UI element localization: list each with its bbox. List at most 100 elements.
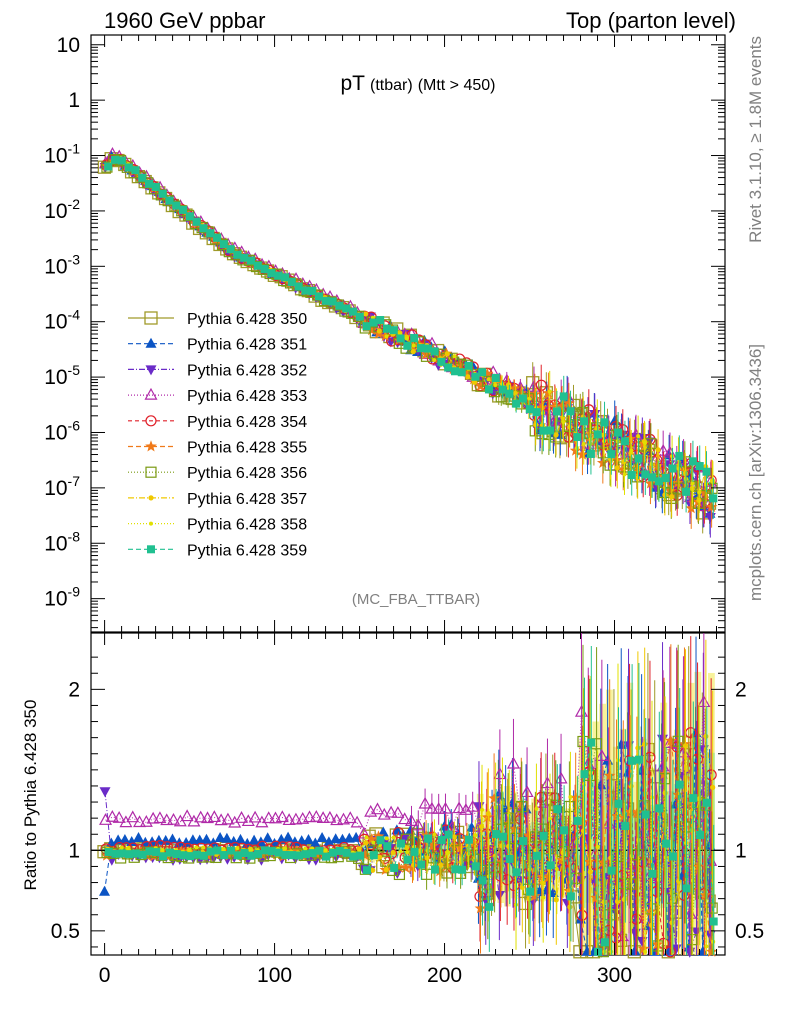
ratio-point [214,813,228,826]
ratio-series-line [108,742,715,954]
main-point [104,162,113,171]
ratio-point [342,848,351,857]
main-point [498,385,507,394]
ratio-point [380,855,392,867]
plot-title-sub2: (Mtt > 450) [418,77,496,94]
ratio-point [458,865,467,874]
ratio-y-tick-label-left: 2 [68,678,80,701]
y-tick-label: 10 [57,34,80,57]
ratio-point [315,846,324,855]
ratio-point [365,833,378,845]
header-right: Top (parton level) [566,8,736,33]
ratio-point [587,869,593,875]
ratio-point [257,849,269,861]
ratio-point [656,877,661,882]
ratio-point [488,792,500,804]
y-tick-label: 10-8 [44,528,80,555]
main-point [450,367,459,376]
main-point [362,322,371,331]
legend-item-358: Pythia 6.428 358 [128,517,307,534]
plot-title-sub1: (ttbar) [370,77,413,94]
ratio-point [377,826,389,837]
legend-item-356: Pythia 6.428 356 [128,465,307,482]
ratio-point [126,810,140,823]
main-point [464,361,473,370]
ratio-point [260,846,269,855]
ratio-y-tick-label-left: 0.5 [51,920,80,943]
ratio-point [391,824,403,835]
ratio-point [291,844,303,856]
main-point [655,447,661,453]
ratio-point [160,813,174,826]
ratio-point [221,812,235,825]
ratio-point [248,834,260,845]
ratio-point [393,861,405,873]
main-point [165,196,174,205]
ratio-point [636,837,641,842]
ratio-point [452,801,466,814]
main-point [505,389,514,398]
ratio-point [248,810,262,823]
legend-marker [144,311,158,325]
ratio-y-tick-label-right: 1 [735,839,747,862]
ratio-point [391,835,396,840]
ratio-point [214,832,226,843]
main-point [641,470,650,479]
ratio-point [634,755,643,764]
legend-label: Pythia 6.428 358 [187,517,307,534]
ratio-point [522,829,534,841]
ratio-point [603,769,616,781]
main-point [559,392,568,401]
ratio-point [207,810,221,823]
main-point [581,442,586,447]
y-tick-label: 10-5 [44,362,80,389]
ratio-point [391,806,405,818]
series-line [107,157,714,494]
ratio-point [179,851,188,860]
main-point [226,245,235,254]
main-point [240,253,249,262]
ratio-point [682,884,691,893]
y-tick-label: 10-6 [44,417,80,444]
legend: Pythia 6.428 350 Pythia 6.428 351 Pythia 6… [128,311,307,559]
ratio-point [330,813,344,826]
header-left: 1960 GeV ppbar [104,8,265,33]
main-point [260,265,269,274]
main-point [233,250,242,259]
ratio-point [248,848,253,853]
ratio-point [359,849,371,861]
ratio-point [289,812,303,825]
main-point [704,513,716,524]
ratio-point [194,845,199,850]
legend-label: Pythia 6.428 353 [187,388,307,405]
ratio-point [362,866,371,875]
analysis-tag: (MC_FBA_TTBAR) [352,591,480,608]
ratio-series-line [105,702,712,937]
ratio-point [709,917,718,926]
ratio-point [146,811,160,824]
main-point [549,400,562,412]
legend-label: Pythia 6.428 355 [187,440,307,457]
ratio-point [187,814,201,827]
main-point [528,388,541,400]
ratio-point [167,812,181,825]
main-point [702,467,711,476]
main-point [382,324,391,333]
ratio-point [370,802,385,815]
main-point [369,318,378,327]
y-tick-label: 10-9 [44,584,80,611]
legend-item-354: Pythia 6.428 354 [128,414,307,431]
ratio-point [160,847,165,852]
ratio-point [323,810,337,823]
ratio-point [405,850,410,855]
ratio-point [201,811,215,824]
legend-marker [145,440,157,452]
ratio-point [548,816,553,821]
legend-marker [144,387,158,400]
ratio-y-tick-label-right: 0.5 [735,920,764,943]
ratio-point [384,805,398,818]
x-tick-label: 0 [99,964,111,987]
ratio-point [275,810,289,823]
ratio-point [309,810,323,822]
ratio-point [609,949,614,954]
